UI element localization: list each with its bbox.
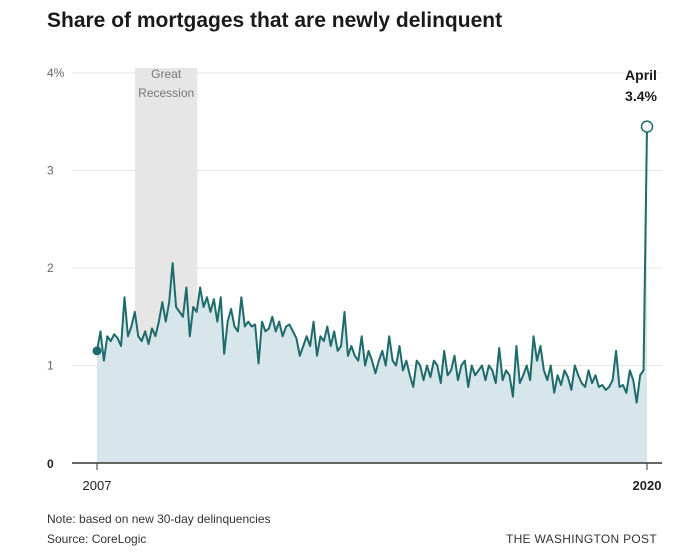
annotation-value: 3.4%	[625, 88, 657, 104]
x-tick-label-start: 2007	[83, 478, 112, 493]
recession-label-line-1: Great	[151, 67, 182, 81]
y-tick-label-2: 2	[47, 261, 54, 275]
recession-label-line-2: Recession	[138, 86, 194, 100]
y-tick-label-4: 4%	[47, 66, 65, 80]
chart-title: Share of mortgages that are newly delinq…	[47, 9, 503, 32]
x-tick-label-end: 2020	[633, 478, 662, 493]
y-tick-label-3: 3	[47, 164, 54, 178]
chart-source: Source: CoreLogic	[47, 532, 147, 546]
chart-note: Note: based on new 30-day delinquencies	[47, 512, 271, 526]
y-tick-label-0: 0	[47, 457, 54, 471]
axis-tick-labels: 0 1 2 3 4% 2007 2020	[47, 66, 661, 493]
y-tick-label-1: 1	[47, 359, 54, 373]
start-point-marker	[92, 346, 102, 356]
publisher-credit: THE WASHINGTON POST	[505, 532, 657, 546]
series-line	[96, 126, 648, 404]
annotation-month: April	[625, 67, 657, 83]
end-point-marker	[640, 120, 654, 133]
